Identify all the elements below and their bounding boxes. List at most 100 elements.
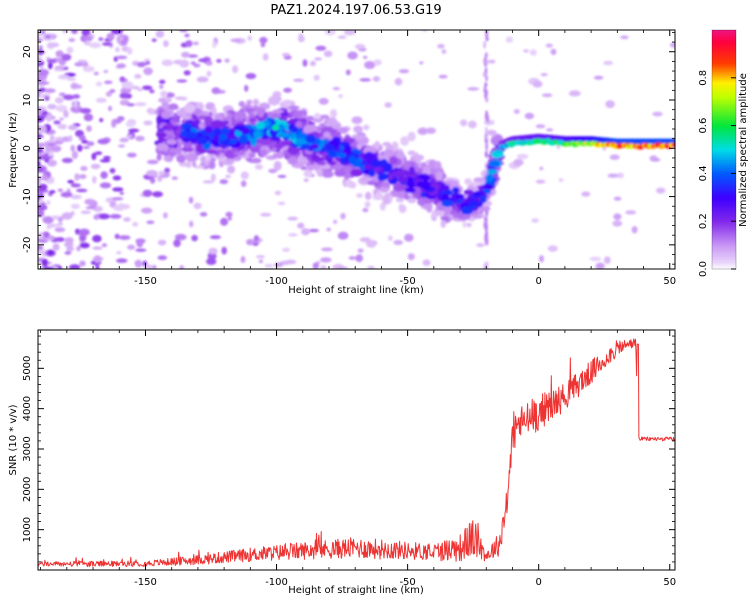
colorbar-step	[712, 53, 736, 57]
spectral-blob	[348, 181, 357, 189]
spectral-blob	[164, 98, 172, 103]
noise-speckle	[93, 214, 100, 220]
colorbar-step	[712, 133, 736, 136]
noise-speckle	[240, 180, 247, 187]
ridge-core	[212, 135, 220, 141]
noise-speckle	[93, 71, 99, 76]
spectral-blob	[288, 105, 300, 110]
noise-speckle	[193, 63, 201, 68]
noise-speckle	[41, 174, 48, 181]
noise-speckle	[219, 179, 229, 185]
noise-speckle	[359, 78, 372, 82]
spectral-blob	[315, 169, 321, 174]
colorbar-step	[712, 213, 736, 216]
noise-speckle	[224, 58, 230, 63]
noise-speckle	[84, 198, 95, 205]
noise-speckle	[188, 196, 194, 204]
snr-frame	[37, 329, 676, 571]
noise-speckle	[393, 240, 404, 245]
colorbar-step	[712, 41, 736, 45]
noise-speckle	[42, 189, 49, 193]
ridge-core	[461, 206, 470, 213]
noise-speckle	[78, 228, 90, 236]
noise-speckle	[208, 247, 218, 255]
colorbar: 0.0 0.2 0.4 0.6 0.8 Normalized spectral ampl…	[698, 29, 749, 277]
noise-speckle	[484, 216, 487, 222]
ridge-core	[419, 181, 429, 187]
noise-speckle	[366, 239, 377, 248]
snr-xtick-label: 50	[663, 577, 676, 588]
noise-speckle	[312, 262, 319, 269]
noise-speckle	[193, 202, 202, 210]
colorbar-step	[712, 149, 736, 152]
spectral-blob	[211, 107, 217, 116]
noise-speckle	[62, 30, 67, 34]
ridge-core	[486, 169, 498, 175]
noise-speckle	[70, 82, 79, 90]
ridge-core	[397, 176, 409, 183]
noise-speckle	[159, 84, 164, 90]
noise-speckle	[190, 61, 196, 65]
ridge-core	[390, 171, 400, 178]
snr-ytick-label: 2000	[22, 477, 33, 502]
ridge-core	[309, 143, 320, 150]
spectral-blob	[407, 131, 416, 142]
noise-speckle	[92, 246, 103, 250]
noise-speckle	[253, 235, 259, 242]
noise-speckle	[547, 245, 558, 252]
spectral-blob	[257, 107, 265, 118]
noise-speckle	[310, 60, 316, 67]
noise-speckle	[142, 189, 153, 197]
spectral-blob	[400, 136, 409, 146]
spectral-blob	[332, 164, 344, 171]
noise-speckle	[373, 59, 382, 66]
snr-series-line	[38, 338, 675, 568]
noise-speckle	[259, 36, 268, 44]
colorbar-step	[712, 229, 736, 232]
colorbar-step	[712, 77, 736, 81]
colorbar-ticks: 0.0 0.2 0.4 0.6 0.8	[698, 70, 736, 277]
ridge-core	[220, 133, 227, 141]
noise-speckle	[137, 88, 144, 92]
noise-speckle	[66, 77, 77, 82]
colorbar-step	[712, 111, 736, 115]
noise-speckle	[135, 135, 145, 142]
noise-speckle	[68, 38, 76, 42]
ridge-core	[345, 145, 352, 152]
spectral-blob	[252, 98, 260, 106]
spectral-blob	[166, 122, 174, 129]
noise-speckle	[404, 233, 414, 242]
colorbar-step	[712, 30, 736, 33]
snr-xtick-label: -50	[399, 577, 415, 588]
noise-speckle	[324, 30, 336, 36]
noise-speckle	[142, 85, 153, 91]
noise-speckle	[54, 227, 66, 233]
spectral-blob	[254, 164, 264, 170]
noise-speckle	[38, 38, 43, 42]
noise-speckle	[558, 178, 564, 182]
noise-speckle	[483, 71, 486, 78]
colorbar-step	[712, 209, 736, 212]
noise-speckle	[210, 173, 216, 182]
spectral-blob	[210, 157, 216, 163]
noise-speckle	[227, 165, 236, 174]
noise-speckle	[171, 176, 178, 180]
noise-speckle	[354, 43, 365, 50]
noise-speckle	[337, 35, 347, 39]
noise-speckle	[121, 39, 127, 46]
noise-speckle	[179, 265, 184, 269]
colorbar-step	[712, 35, 736, 39]
noise-speckle	[143, 67, 153, 76]
noise-speckle	[320, 257, 332, 263]
noise-speckle	[282, 52, 290, 57]
colorbar-label: Normalized spectral amplitude	[738, 73, 749, 227]
noise-speckle	[109, 214, 122, 219]
noise-speckle	[97, 213, 110, 220]
spectral-blob	[248, 117, 257, 123]
spectral-blob	[176, 154, 186, 163]
noise-speckle	[220, 217, 229, 226]
colorbar-step	[712, 63, 736, 67]
noise-speckle	[132, 221, 139, 227]
noise-speckle	[49, 190, 56, 194]
snr-panel: -150 -100 -50 0 50 1000 2000 3000 4000 5000 Heigh…	[8, 329, 676, 596]
